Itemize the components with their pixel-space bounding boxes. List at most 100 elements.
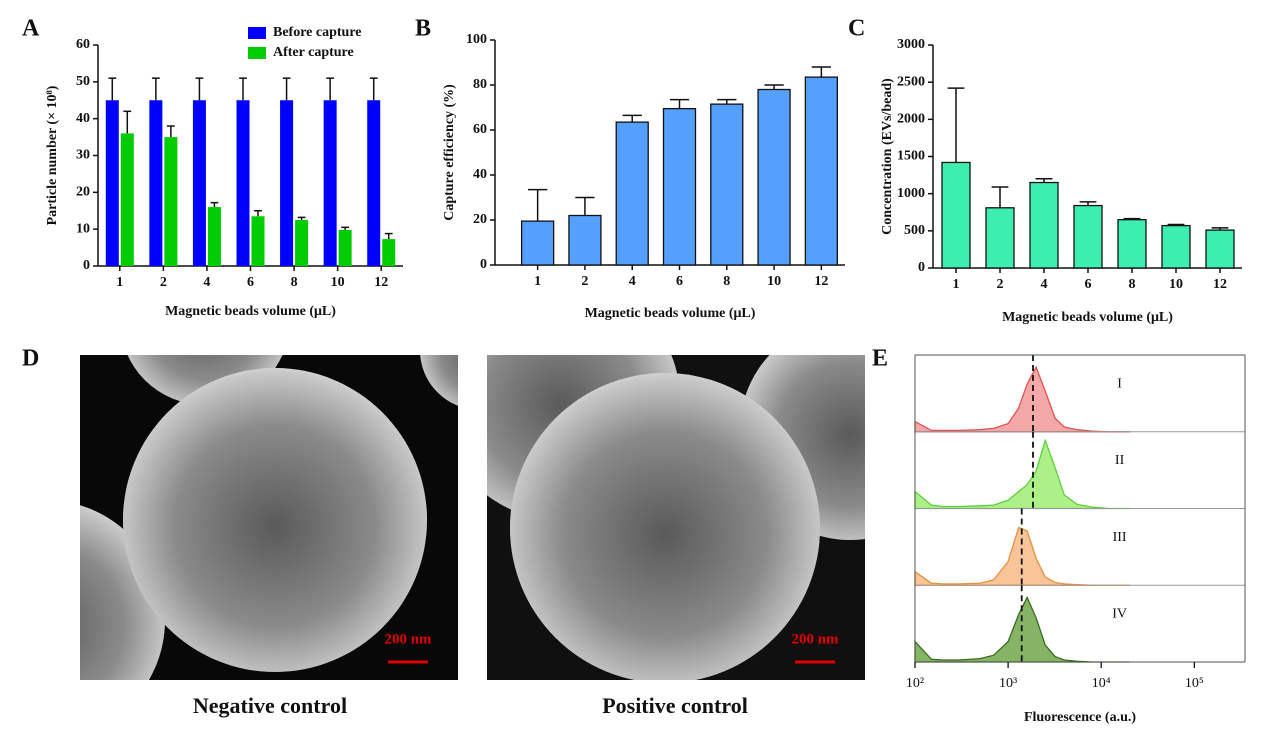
legend-label: After capture xyxy=(273,45,354,60)
panel-letter: C xyxy=(848,16,865,42)
density-area xyxy=(914,438,1130,510)
y-tick-label: 2500 xyxy=(897,74,925,89)
bar xyxy=(1029,181,1059,269)
y-axis-label: Particle number (× 10⁸) xyxy=(45,85,60,225)
x-tick-label: 1 xyxy=(534,274,541,289)
bar xyxy=(192,100,206,266)
image-caption: Positive control xyxy=(602,693,748,718)
x-axis-label: Magnetic beads volume (μL) xyxy=(165,304,336,319)
panel-letter: E xyxy=(872,346,888,372)
y-tick-label: 500 xyxy=(904,223,925,238)
bar xyxy=(236,100,250,266)
y-tick-label: 2000 xyxy=(897,112,925,127)
x-tick-label: 1 xyxy=(116,275,123,290)
series-label: III xyxy=(1113,530,1127,545)
y-tick-label: 10 xyxy=(76,221,90,236)
panel-letter: D xyxy=(22,346,39,372)
bar xyxy=(804,76,839,266)
x-tick-label: 8 xyxy=(1129,277,1136,292)
bar xyxy=(295,219,309,266)
x-tick-label: 8 xyxy=(291,275,298,290)
x-tick-label: 10 xyxy=(767,274,781,289)
plot-frame xyxy=(914,354,1246,663)
density-area xyxy=(914,365,1130,433)
y-tick-label: 30 xyxy=(76,148,90,163)
y-tick-label: 100 xyxy=(466,32,487,47)
sem-image-positive xyxy=(487,355,865,680)
x-tick-label: 6 xyxy=(247,275,254,290)
bar xyxy=(757,88,791,266)
legend-swatch xyxy=(248,47,266,59)
x-tick-label: 12 xyxy=(374,275,388,290)
x-axis-label: Fluorescence (a.u.) xyxy=(1024,710,1136,725)
x-tick-label: 4 xyxy=(1041,277,1048,292)
x-tick-label: 12 xyxy=(814,274,828,289)
bar xyxy=(280,100,294,266)
series-label: II xyxy=(1115,453,1125,468)
y-tick-label: 20 xyxy=(473,212,487,227)
panel-letter: B xyxy=(415,16,431,42)
density-area xyxy=(914,526,1130,586)
y-tick-label: 3000 xyxy=(897,37,925,52)
series-label: IV xyxy=(1112,607,1127,622)
y-tick-label: 60 xyxy=(76,37,90,52)
bar xyxy=(710,103,744,266)
bar xyxy=(251,216,265,266)
y-tick-label: 1500 xyxy=(897,149,925,164)
bar xyxy=(662,107,697,266)
bar xyxy=(1073,204,1103,269)
scale-bar-label: 200 nm xyxy=(791,631,839,647)
bar xyxy=(382,239,396,266)
x-tick-label: 10² xyxy=(906,676,924,691)
x-tick-label: 4 xyxy=(203,275,210,290)
bar xyxy=(568,214,602,266)
bar xyxy=(520,220,555,266)
bar xyxy=(615,121,649,266)
x-tick-label: 10³ xyxy=(999,676,1017,691)
sem-image-negative xyxy=(80,355,458,680)
y-tick-label: 0 xyxy=(83,258,90,273)
x-tick-label: 2 xyxy=(160,275,167,290)
y-tick-label: 0 xyxy=(480,257,487,272)
y-tick-label: 50 xyxy=(76,74,90,89)
bar xyxy=(323,100,337,266)
y-axis-label: Concentration (EVs/bead) xyxy=(880,78,895,235)
x-tick-label: 10⁴ xyxy=(1092,676,1111,691)
x-tick-label: 8 xyxy=(723,274,730,289)
y-tick-label: 0 xyxy=(918,260,925,275)
bar xyxy=(164,137,178,266)
bar xyxy=(207,207,221,266)
y-tick-label: 1000 xyxy=(897,186,925,201)
x-tick-label: 12 xyxy=(1213,277,1227,292)
panel-letter: A xyxy=(22,16,40,42)
bar xyxy=(941,161,971,269)
bar xyxy=(985,207,1015,269)
bar xyxy=(1117,219,1147,269)
legend-swatch xyxy=(248,27,266,39)
bar xyxy=(149,100,163,266)
x-axis-label: Magnetic beads volume (μL) xyxy=(1002,310,1173,325)
bar xyxy=(120,133,134,266)
y-axis-label: Capture efficiency (%) xyxy=(442,84,457,221)
y-tick-label: 40 xyxy=(473,167,487,182)
bar xyxy=(338,229,352,266)
x-tick-label: 10 xyxy=(1169,277,1183,292)
image-caption: Negative control xyxy=(193,693,347,718)
x-tick-label: 1 xyxy=(953,277,960,292)
bar xyxy=(1161,224,1191,269)
x-tick-label: 6 xyxy=(676,274,683,289)
x-tick-label: 2 xyxy=(997,277,1004,292)
x-tick-label: 10 xyxy=(331,275,345,290)
x-tick-label: 10⁵ xyxy=(1185,676,1204,691)
bar xyxy=(367,100,381,266)
y-tick-label: 80 xyxy=(473,77,487,92)
legend-label: Before capture xyxy=(273,25,362,40)
series-label: I xyxy=(1117,376,1122,391)
y-tick-label: 20 xyxy=(76,185,90,200)
y-tick-label: 60 xyxy=(473,122,487,137)
bar xyxy=(1205,229,1235,269)
y-tick-label: 40 xyxy=(76,111,90,126)
x-tick-label: 2 xyxy=(581,274,588,289)
x-tick-label: 6 xyxy=(1085,277,1092,292)
